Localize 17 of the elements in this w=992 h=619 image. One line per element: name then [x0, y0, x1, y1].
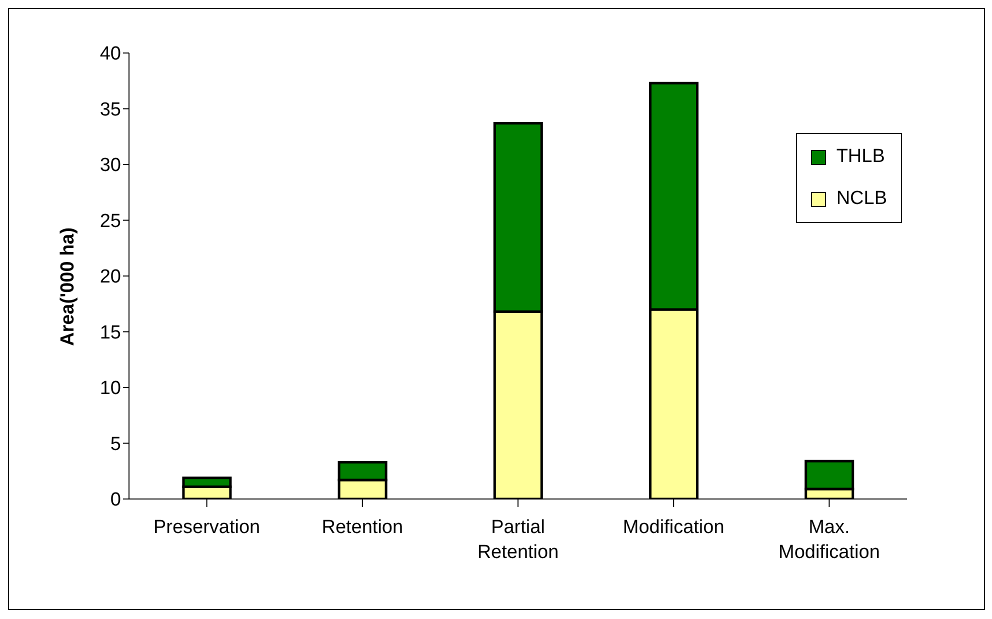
legend-label: NCLB: [836, 188, 887, 210]
x-tick-label: Preservation: [153, 517, 260, 538]
y-tick-label: 10: [100, 378, 121, 400]
y-tick-label: 5: [110, 434, 121, 455]
legend-label: THLB: [836, 146, 885, 168]
x-tick-label: Partial Retention: [477, 517, 559, 563]
x-tick-label: Modification: [622, 517, 724, 538]
y-tick-label: 30: [100, 155, 121, 176]
y-tick-label: 15: [100, 322, 121, 344]
y-tick-label: 25: [100, 210, 121, 232]
y-axis-title: Area('000 ha): [58, 227, 79, 346]
y-tick-label: 20: [100, 266, 121, 288]
x-tick-label: Max. Modification: [778, 517, 880, 563]
y-tick-label: 0: [110, 490, 121, 511]
y-tick-label: 40: [100, 44, 121, 65]
x-tick-label: Retention: [322, 517, 404, 538]
y-tick-label: 35: [100, 99, 121, 120]
